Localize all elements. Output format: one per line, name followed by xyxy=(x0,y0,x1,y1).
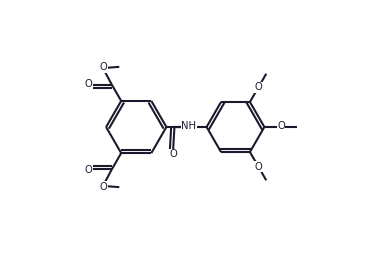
Text: NH: NH xyxy=(181,121,196,132)
Text: O: O xyxy=(277,121,285,132)
Text: O: O xyxy=(99,62,107,72)
Text: O: O xyxy=(255,82,263,92)
Text: O: O xyxy=(85,165,92,175)
Text: O: O xyxy=(85,79,92,89)
Text: O: O xyxy=(169,149,177,159)
Text: O: O xyxy=(99,182,107,192)
Text: O: O xyxy=(255,162,263,172)
